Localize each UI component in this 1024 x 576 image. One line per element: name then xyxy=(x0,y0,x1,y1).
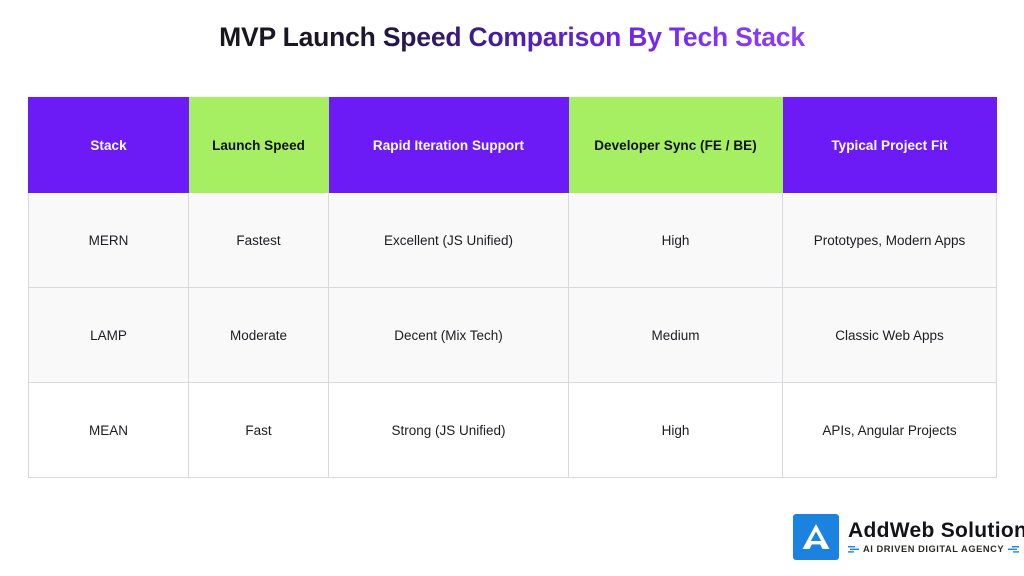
cell-rapid-iteration-support: Excellent (JS Unified) xyxy=(328,192,569,288)
logo-company-name: AddWeb Solution xyxy=(848,518,1024,542)
cell-launch-speed: Fastest xyxy=(188,192,329,288)
addweb-a-mark-icon xyxy=(793,514,839,560)
logo-text-block: AddWeb Solution AI DRIVEN DIGITAL AGENCY xyxy=(848,518,1024,554)
tech-stack-comparison-table: Stack Launch Speed Rapid Iteration Suppo… xyxy=(28,97,997,478)
cell-stack: MEAN xyxy=(28,382,189,478)
table-row: MERN Fastest Excellent (JS Unified) High… xyxy=(28,192,997,288)
wing-left-icon xyxy=(848,545,859,554)
column-header-typical-project-fit: Typical Project Fit xyxy=(782,97,997,193)
column-header-launch-speed: Launch Speed xyxy=(188,97,329,193)
cell-typical-project-fit: APIs, Angular Projects xyxy=(782,382,997,478)
cell-rapid-iteration-support: Strong (JS Unified) xyxy=(328,382,569,478)
cell-typical-project-fit: Prototypes, Modern Apps xyxy=(782,192,997,288)
logo-tagline-row: AI DRIVEN DIGITAL AGENCY xyxy=(848,544,1024,554)
cell-typical-project-fit: Classic Web Apps xyxy=(782,287,997,383)
cell-launch-speed: Fast xyxy=(188,382,329,478)
cell-developer-sync: Medium xyxy=(568,287,783,383)
column-header-rapid-iteration-support: Rapid Iteration Support xyxy=(328,97,569,193)
table-header-row: Stack Launch Speed Rapid Iteration Suppo… xyxy=(28,97,997,193)
page-title: MVP Launch Speed Comparison By Tech Stac… xyxy=(219,22,805,52)
cell-developer-sync: High xyxy=(568,192,783,288)
column-header-developer-sync: Developer Sync (FE / BE) xyxy=(568,97,783,193)
cell-launch-speed: Moderate xyxy=(188,287,329,383)
column-header-stack: Stack xyxy=(28,97,189,193)
cell-stack: LAMP xyxy=(28,287,189,383)
table-row: MEAN Fast Strong (JS Unified) High APIs,… xyxy=(28,382,997,478)
table-header: Stack Launch Speed Rapid Iteration Suppo… xyxy=(28,97,997,193)
table-body: MERN Fastest Excellent (JS Unified) High… xyxy=(28,192,997,478)
brand-logo: AddWeb Solution AI DRIVEN DIGITAL AGENCY xyxy=(793,512,1024,562)
cell-developer-sync: High xyxy=(568,382,783,478)
table-row: LAMP Moderate Decent (Mix Tech) Medium C… xyxy=(28,287,997,383)
cell-rapid-iteration-support: Decent (Mix Tech) xyxy=(328,287,569,383)
wing-right-icon xyxy=(1008,545,1020,554)
logo-tagline: AI DRIVEN DIGITAL AGENCY xyxy=(863,544,1005,555)
page-title-container: MVP Launch Speed Comparison By Tech Stac… xyxy=(0,22,1024,53)
cell-stack: MERN xyxy=(28,192,189,288)
